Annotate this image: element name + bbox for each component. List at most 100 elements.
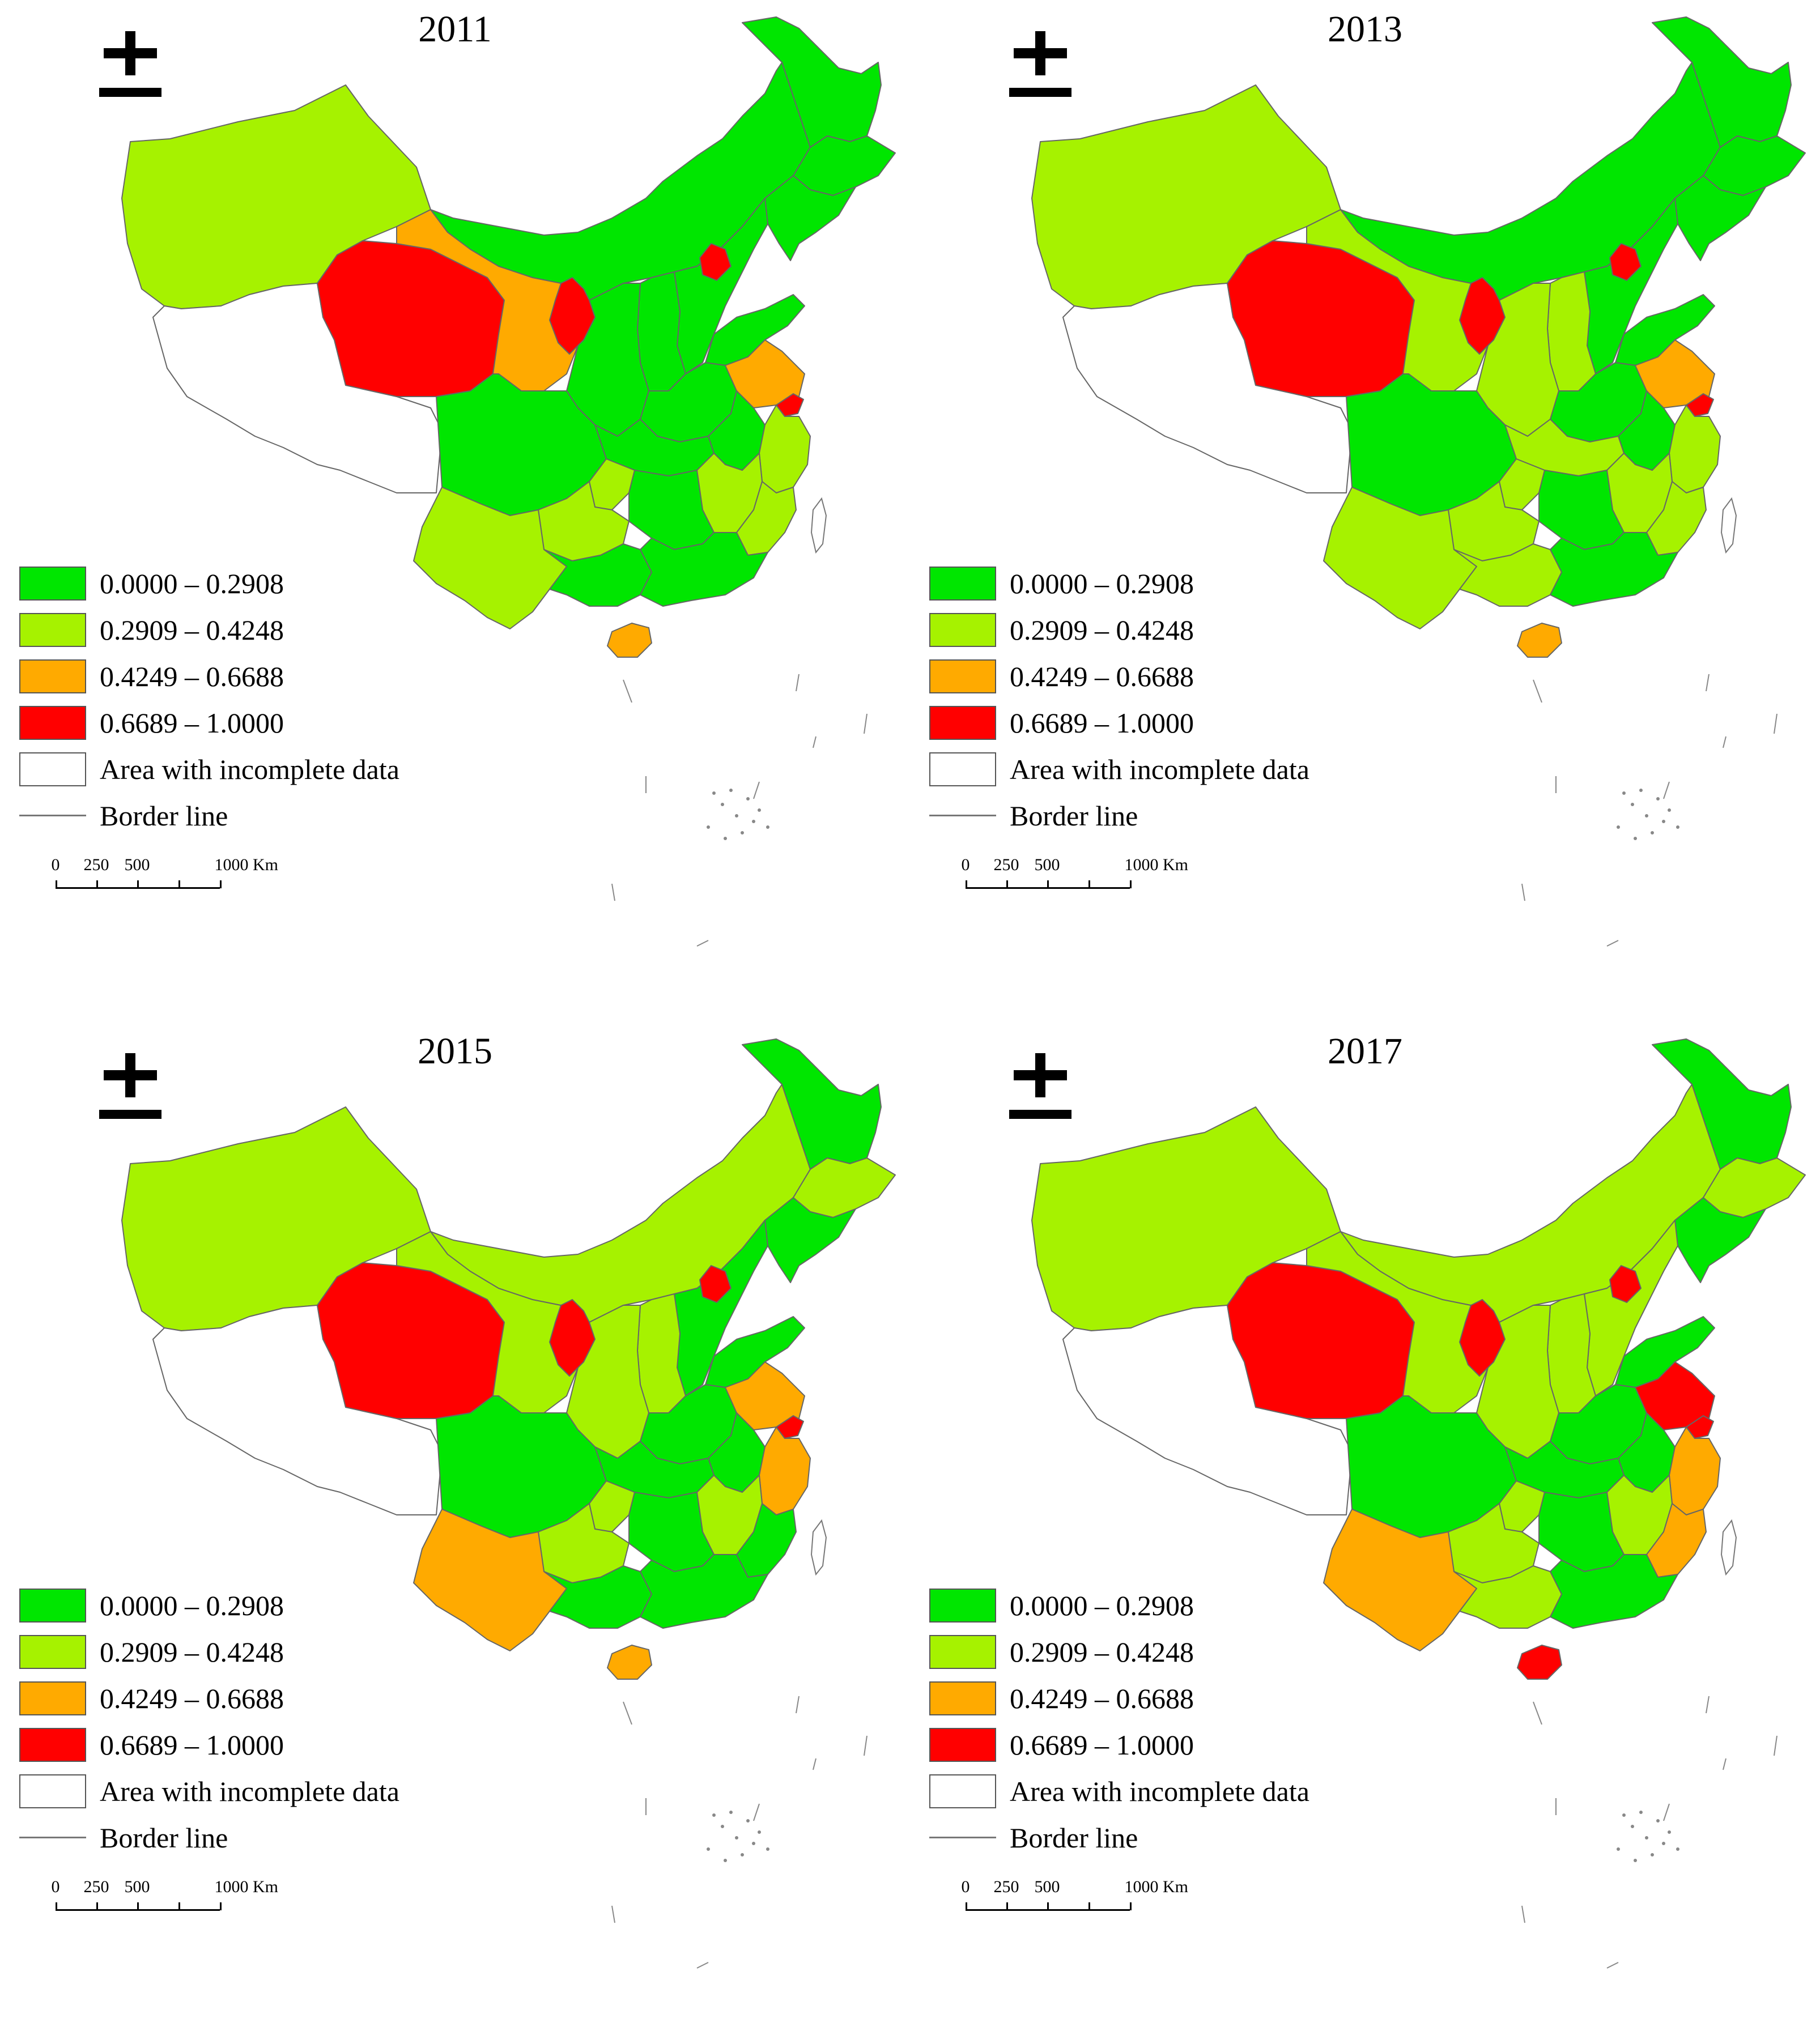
province-zhejiang [759,404,811,493]
choropleth-map [121,1038,896,1969]
legend-label: 0.0000 – 0.2908 [1010,568,1194,599]
island-dot [1622,1813,1626,1817]
province-liaoning [1674,175,1766,261]
north-arrow-icon [1009,1053,1071,1119]
legend-swatch [19,752,86,786]
sea-boundary-dash [1606,940,1619,947]
scale-label: 0 [961,855,970,874]
legend-item: 0.6689 – 1.0000 [929,1728,1383,1763]
scale-label: 500 [1034,855,1060,874]
legend-item: 0.0000 – 0.2908 [19,1589,473,1624]
province-tibet [1062,1305,1353,1515]
island-dot [1639,789,1643,792]
province-yunnan [1323,1509,1477,1651]
island-dot [729,1811,733,1814]
province-shanghai [776,1415,804,1439]
legend-item: 0.2909 – 0.4248 [929,1635,1383,1670]
legend-swatch [19,1635,86,1669]
map-year-title: 2013 [1328,8,1402,50]
legend-swatch [19,1589,86,1623]
sea-boundary-dash [1533,679,1542,703]
scale-label: 250 [993,1877,1019,1896]
scale-bar: 0 250 500 1000 Km [34,1877,278,1923]
island-dot [707,825,710,829]
legend-label: 0.0000 – 0.2908 [100,568,284,599]
scale-label: 500 [124,1877,150,1896]
legend-label: 0.6689 – 1.0000 [100,707,284,739]
legend-item: 0.4249 – 0.6688 [19,659,473,695]
legend-label: 0.2909 – 0.4248 [100,1636,284,1668]
scale-label: 0 [51,1877,60,1896]
scale-tick [1047,1902,1049,1910]
north-arrow-icon [1009,31,1071,97]
legend-swatch [929,613,996,647]
legend-swatch [19,1774,86,1808]
province-hainan [1517,1645,1562,1680]
map-panel-2013: 2013 0.0000 – 0.2908 0.2909 – 0.4248 0.4249… [910,0,1820,1022]
province-tibet [1062,283,1353,493]
legend-swatch [929,1635,996,1669]
legend-swatch [19,1681,86,1715]
island-dot [1656,1819,1660,1822]
province-ningxia [549,277,596,355]
scale-tick [1006,880,1008,888]
legend-item: 0.4249 – 0.6688 [929,1681,1383,1717]
legend-swatch [19,659,86,693]
island-dot [1651,1853,1654,1856]
map-year-title: 2017 [1328,1030,1402,1072]
island-dot [1656,797,1660,800]
legend-item: 0.0000 – 0.2908 [19,567,473,602]
sea-boundary-dash [753,781,760,799]
map-year-title: 2011 [418,8,492,50]
province-heilongjiang [742,1038,882,1170]
province-hainan [607,623,652,658]
legend-label: Border line [1010,800,1138,832]
province-beijing [699,243,732,281]
border-line-swatch [929,1837,996,1838]
legend-item: 0.4249 – 0.6688 [19,1681,473,1717]
island-dot [712,1813,716,1817]
island-dot [746,797,750,800]
scale-bar: 0 250 500 1000 Km [944,855,1188,901]
legend-label: 0.0000 – 0.2908 [100,1590,284,1621]
legend-swatch [929,706,996,740]
island-dot [735,1836,738,1839]
island-dot [724,837,727,840]
legend-label: Area with incomplete data [100,1775,399,1807]
sea-boundary-dash [1663,1803,1670,1821]
sea-boundary-dash [1606,1962,1619,1969]
legend-item-incomplete: Area with incomplete data [19,752,473,787]
legend-item: 0.4249 – 0.6688 [929,659,1383,695]
north-arrow-icon [99,31,161,97]
island-dot [758,1830,761,1834]
legend-label: Border line [100,800,228,832]
island-dot [1622,791,1626,795]
legend-label: 0.4249 – 0.6688 [100,661,284,692]
legend-label: 0.6689 – 1.0000 [1010,707,1194,739]
sea-boundary-dash [864,1735,868,1756]
province-shanghai [776,393,804,417]
scale-label: 0 [961,1877,970,1896]
scale-label: 250 [83,855,109,874]
legend-item: 0.6689 – 1.0000 [19,706,473,741]
island-dot [1662,1842,1665,1845]
province-guangdong [640,1554,768,1629]
sea-boundary-dash [753,1803,760,1821]
legend-label: Border line [100,1822,228,1854]
province-liaoning [764,175,856,261]
island-dot [1634,837,1637,840]
island-dot [735,814,738,817]
scale-tick [96,1902,98,1910]
legend-swatch [929,752,996,786]
sea-boundary-dash [611,1905,615,1923]
legend-label: 0.2909 – 0.4248 [1010,1636,1194,1668]
legend-swatch [19,1728,86,1762]
legend-label: 0.2909 – 0.4248 [100,614,284,646]
scale-tick [96,880,98,888]
sea-boundary-dash [1774,713,1778,734]
legend-label: 0.4249 – 0.6688 [1010,661,1194,692]
choropleth-map [121,16,896,947]
legend-item: 0.6689 – 1.0000 [929,706,1383,741]
province-tibet [152,283,443,493]
province-yunnan [1323,487,1477,629]
